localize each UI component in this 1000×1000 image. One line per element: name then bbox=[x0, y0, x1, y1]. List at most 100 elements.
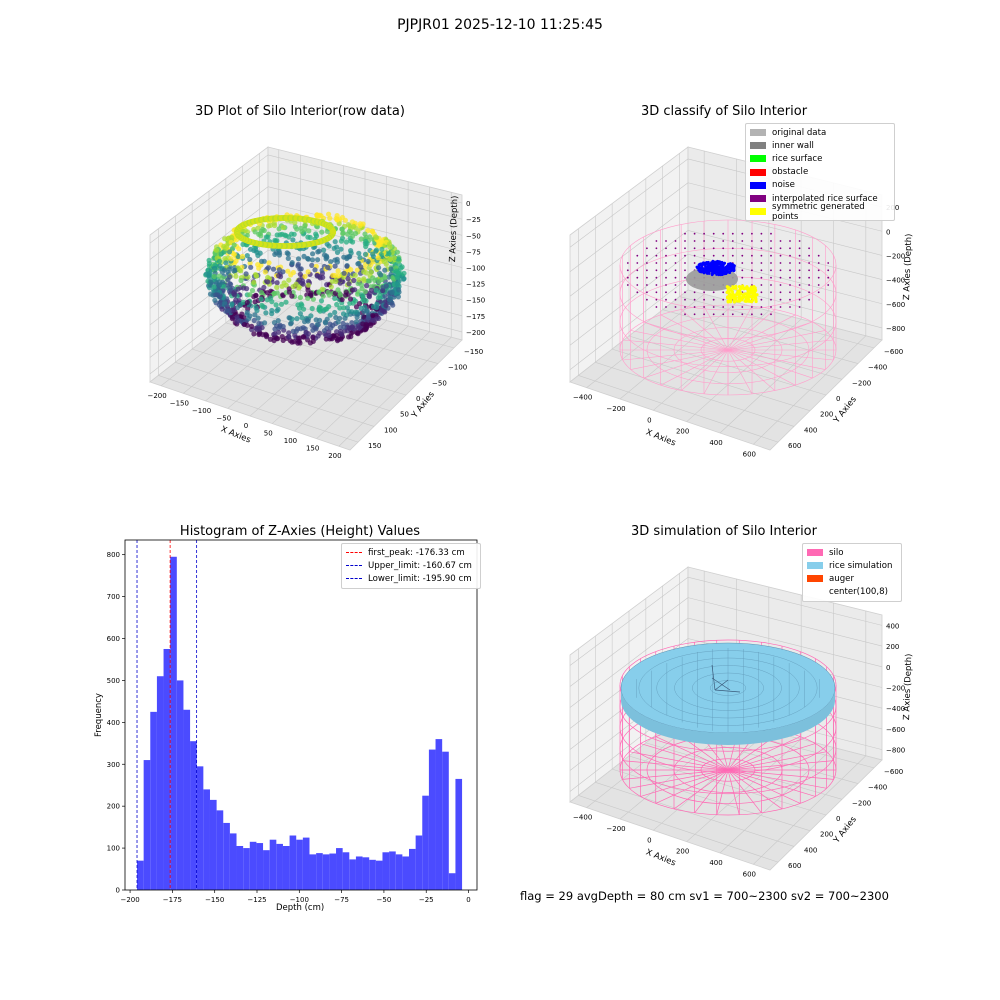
silo-spoke bbox=[727, 309, 776, 351]
raw-data-point bbox=[363, 323, 369, 330]
legend-entry: noise bbox=[750, 179, 890, 192]
raw-data-point bbox=[391, 255, 397, 261]
interpolated-rice-point bbox=[674, 254, 677, 257]
interpolated-rice-point bbox=[712, 232, 715, 235]
legend-label: interpolated rice surface bbox=[772, 193, 878, 204]
raw-data-point bbox=[296, 242, 303, 249]
symmetric-point bbox=[731, 292, 735, 296]
raw-data-point bbox=[382, 289, 388, 295]
raw-data-point bbox=[216, 282, 222, 288]
noise-point bbox=[722, 267, 725, 270]
raw-data-point bbox=[246, 316, 252, 322]
raw-data-point bbox=[240, 320, 246, 326]
raw-data-point bbox=[258, 233, 264, 239]
raw-data-point bbox=[230, 233, 236, 239]
raw-data-point bbox=[351, 311, 357, 317]
x-tick-label: −175 bbox=[163, 896, 182, 904]
legend-swatch bbox=[750, 155, 766, 163]
raw-data-point bbox=[345, 268, 351, 274]
raw-data-point bbox=[219, 269, 225, 275]
symmetric-point bbox=[726, 300, 730, 304]
raw-data-point bbox=[381, 308, 387, 314]
interpolated-rice-point bbox=[741, 291, 744, 294]
z-tick-label: −800 bbox=[886, 747, 905, 755]
interpolated-rice-point bbox=[722, 298, 725, 301]
raw-data-point bbox=[362, 261, 369, 267]
raw-data-point bbox=[332, 272, 338, 278]
symmetric-point bbox=[746, 293, 750, 298]
y-tick-label: 200 bbox=[820, 411, 833, 419]
raw-data-point bbox=[296, 285, 302, 291]
raw-data-point bbox=[290, 284, 296, 290]
silo-spoke bbox=[660, 349, 729, 386]
raw-data-point bbox=[232, 292, 238, 298]
raw-data-point bbox=[332, 276, 338, 282]
noise-points bbox=[695, 259, 736, 277]
y-tick-label: 600 bbox=[107, 635, 120, 643]
raw-data-point bbox=[378, 304, 385, 310]
y-tick-label: −50 bbox=[432, 379, 447, 387]
raw-data-point bbox=[361, 327, 367, 333]
symmetric-point bbox=[746, 289, 750, 294]
raw-data-point bbox=[391, 251, 397, 257]
raw-data-point bbox=[219, 266, 225, 272]
noise-point bbox=[696, 266, 699, 270]
raw-data-point bbox=[228, 260, 234, 266]
symmetric-point bbox=[745, 299, 749, 303]
raw-data-point bbox=[300, 231, 306, 237]
x-tick-label: −125 bbox=[247, 896, 266, 904]
raw-data-point bbox=[387, 299, 393, 305]
noise-point bbox=[720, 261, 724, 265]
histogram-bar bbox=[196, 766, 204, 890]
raw-data-point bbox=[376, 265, 382, 271]
interpolated-rice-point bbox=[751, 306, 753, 308]
histogram-bar bbox=[409, 848, 416, 890]
raw-data-point bbox=[389, 289, 395, 295]
raw-data-point bbox=[206, 273, 212, 279]
silo-floor-ring bbox=[673, 747, 783, 793]
raw-data-point bbox=[336, 293, 343, 299]
x-tick-label: 0 bbox=[647, 416, 651, 424]
x-tick-label: −400 bbox=[573, 394, 592, 402]
y-tick-label: 0 bbox=[836, 815, 840, 823]
raw-data-point bbox=[313, 233, 320, 239]
raw-data-point bbox=[222, 281, 228, 287]
interpolated-rice-point bbox=[636, 269, 639, 272]
raw-data-point bbox=[253, 217, 260, 224]
symmetric-point bbox=[737, 294, 742, 298]
raw-data-point bbox=[388, 265, 394, 271]
histogram-bar bbox=[428, 749, 436, 890]
raw-data-point bbox=[248, 239, 255, 246]
x-tick-label: 200 bbox=[676, 848, 689, 856]
raw-data-point bbox=[387, 256, 393, 262]
noise-point bbox=[700, 270, 703, 274]
raw-data-point bbox=[325, 289, 331, 296]
raw-data-point bbox=[245, 274, 251, 280]
symmetric-point bbox=[753, 293, 757, 297]
legend-swatch bbox=[807, 588, 823, 596]
raw-data-point bbox=[359, 293, 365, 299]
raw-data-point bbox=[271, 334, 277, 340]
raw-data-point bbox=[314, 271, 321, 277]
z-tick-label: 0 bbox=[466, 200, 470, 208]
raw-data-point bbox=[241, 223, 247, 229]
noise-point bbox=[723, 267, 727, 271]
raw-data-point bbox=[227, 311, 233, 317]
raw-data-point bbox=[374, 301, 380, 307]
interpolated-rice-point bbox=[789, 306, 791, 308]
raw-data-point bbox=[255, 262, 261, 268]
raw-data-point bbox=[208, 264, 214, 270]
raw-data-point bbox=[219, 290, 225, 296]
symmetric-point bbox=[748, 299, 753, 303]
raw-data-point bbox=[218, 298, 225, 304]
noise-point bbox=[719, 270, 723, 274]
raw-data-point bbox=[325, 226, 331, 232]
raw-data-point bbox=[208, 267, 214, 273]
raw-data-point bbox=[238, 223, 245, 230]
raw-data-point bbox=[385, 240, 391, 246]
interpolated-rice-point bbox=[731, 254, 734, 257]
raw-data-point bbox=[345, 265, 351, 271]
raw-data-point bbox=[340, 230, 346, 236]
raw-data-point bbox=[362, 241, 368, 247]
raw-data-point bbox=[302, 333, 308, 339]
